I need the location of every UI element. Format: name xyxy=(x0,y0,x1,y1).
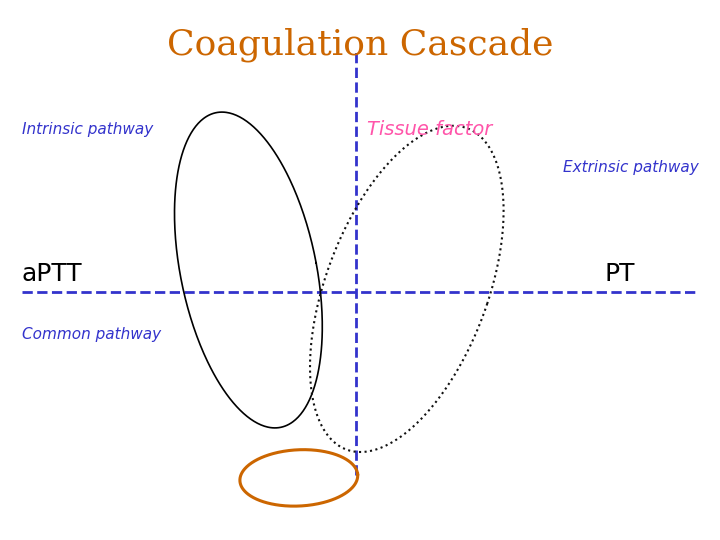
Text: Extrinsic pathway: Extrinsic pathway xyxy=(562,160,698,175)
Text: Intrinsic pathway: Intrinsic pathway xyxy=(22,122,153,137)
Text: aPTT: aPTT xyxy=(22,262,82,286)
Text: Common pathway: Common pathway xyxy=(22,327,161,342)
Text: Tissue factor: Tissue factor xyxy=(367,120,492,139)
Text: Coagulation Cascade: Coagulation Cascade xyxy=(167,27,553,62)
Text: PT: PT xyxy=(605,262,635,286)
